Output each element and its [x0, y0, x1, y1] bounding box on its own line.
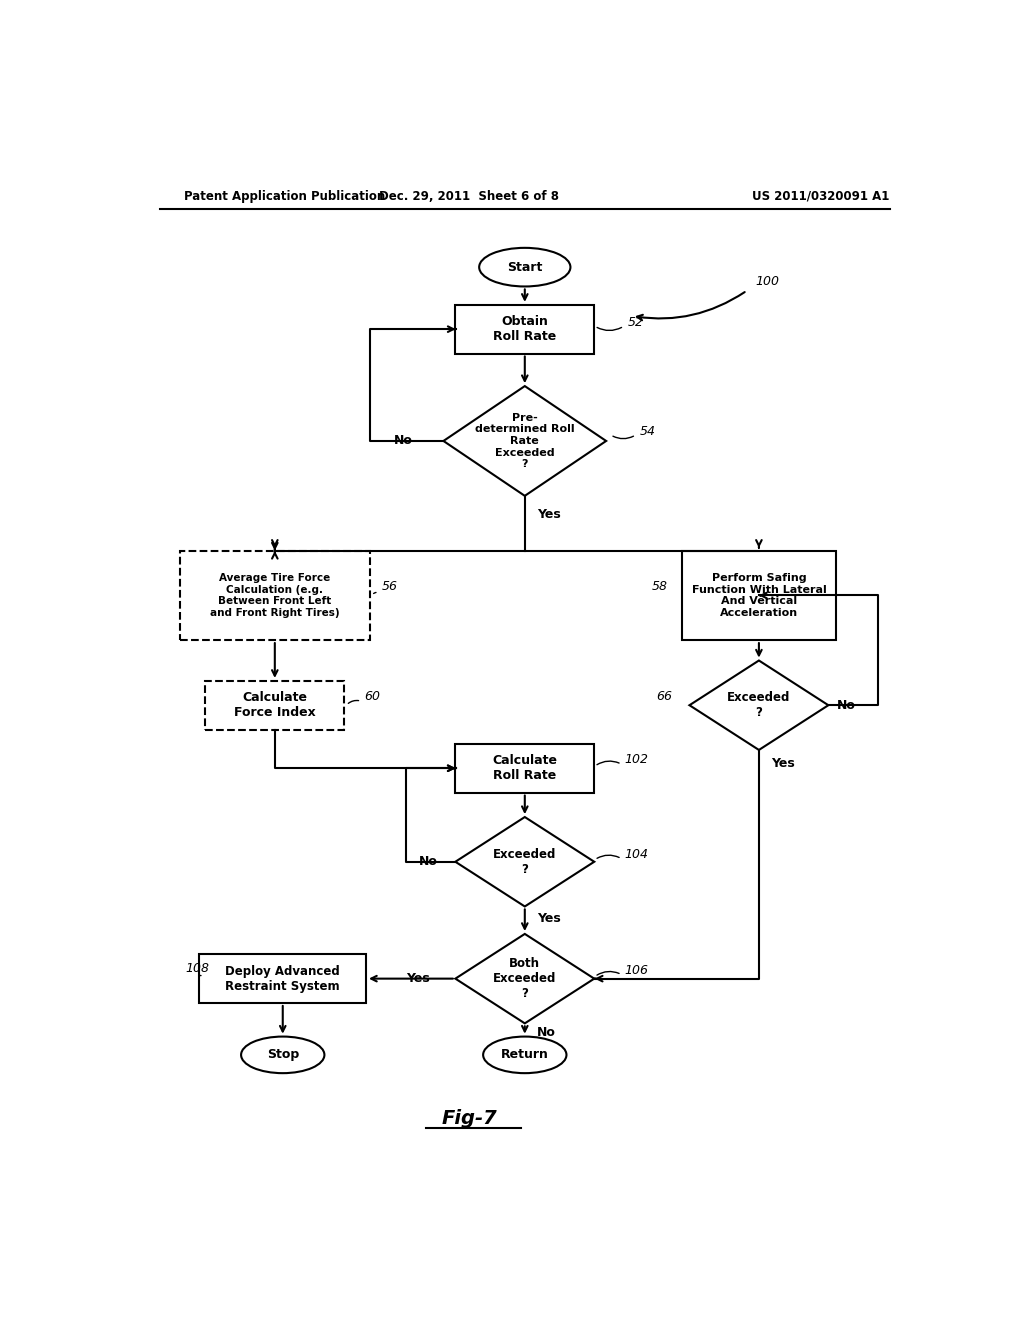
Text: Perform Safing
Function With Lateral
And Vertical
Acceleration: Perform Safing Function With Lateral And… — [691, 573, 826, 618]
Text: 108: 108 — [185, 961, 209, 974]
Text: Pre-
determined Roll
Rate
Exceeded
?: Pre- determined Roll Rate Exceeded ? — [475, 413, 574, 469]
Text: No: No — [394, 434, 413, 447]
Text: 60: 60 — [365, 690, 381, 704]
Text: 102: 102 — [624, 754, 648, 766]
Text: 54: 54 — [640, 425, 656, 438]
Text: Fig-7: Fig-7 — [441, 1109, 497, 1129]
Text: Exceeded
?: Exceeded ? — [727, 692, 791, 719]
Text: 58: 58 — [652, 581, 668, 594]
Text: Yes: Yes — [406, 972, 430, 985]
Text: 100: 100 — [755, 276, 779, 289]
Text: Start: Start — [507, 260, 543, 273]
Text: Both
Exceeded
?: Both Exceeded ? — [494, 957, 556, 1001]
Text: Deploy Advanced
Restraint System: Deploy Advanced Restraint System — [225, 965, 340, 993]
Text: Yes: Yes — [537, 508, 560, 520]
Text: Stop: Stop — [266, 1048, 299, 1061]
Text: No: No — [837, 698, 856, 711]
Text: Dec. 29, 2011  Sheet 6 of 8: Dec. 29, 2011 Sheet 6 of 8 — [379, 190, 559, 202]
Text: Yes: Yes — [537, 912, 560, 925]
Text: 52: 52 — [628, 315, 644, 329]
Text: Patent Application Publication: Patent Application Publication — [183, 190, 385, 202]
Text: Calculate
Force Index: Calculate Force Index — [233, 692, 315, 719]
Text: Yes: Yes — [771, 756, 795, 770]
Text: Average Tire Force
Calculation (e.g.
Between Front Left
and Front Right Tires): Average Tire Force Calculation (e.g. Bet… — [210, 573, 340, 618]
Text: No: No — [419, 855, 437, 869]
Text: 106: 106 — [624, 964, 648, 977]
Text: 56: 56 — [382, 581, 398, 594]
Text: Exceeded
?: Exceeded ? — [494, 847, 556, 875]
Text: Calculate
Roll Rate: Calculate Roll Rate — [493, 754, 557, 783]
Text: Return: Return — [501, 1048, 549, 1061]
Text: 104: 104 — [624, 847, 648, 861]
Text: Obtain
Roll Rate: Obtain Roll Rate — [494, 315, 556, 343]
Text: No: No — [537, 1026, 556, 1039]
Text: 66: 66 — [655, 690, 672, 704]
Text: US 2011/0320091 A1: US 2011/0320091 A1 — [753, 190, 890, 202]
